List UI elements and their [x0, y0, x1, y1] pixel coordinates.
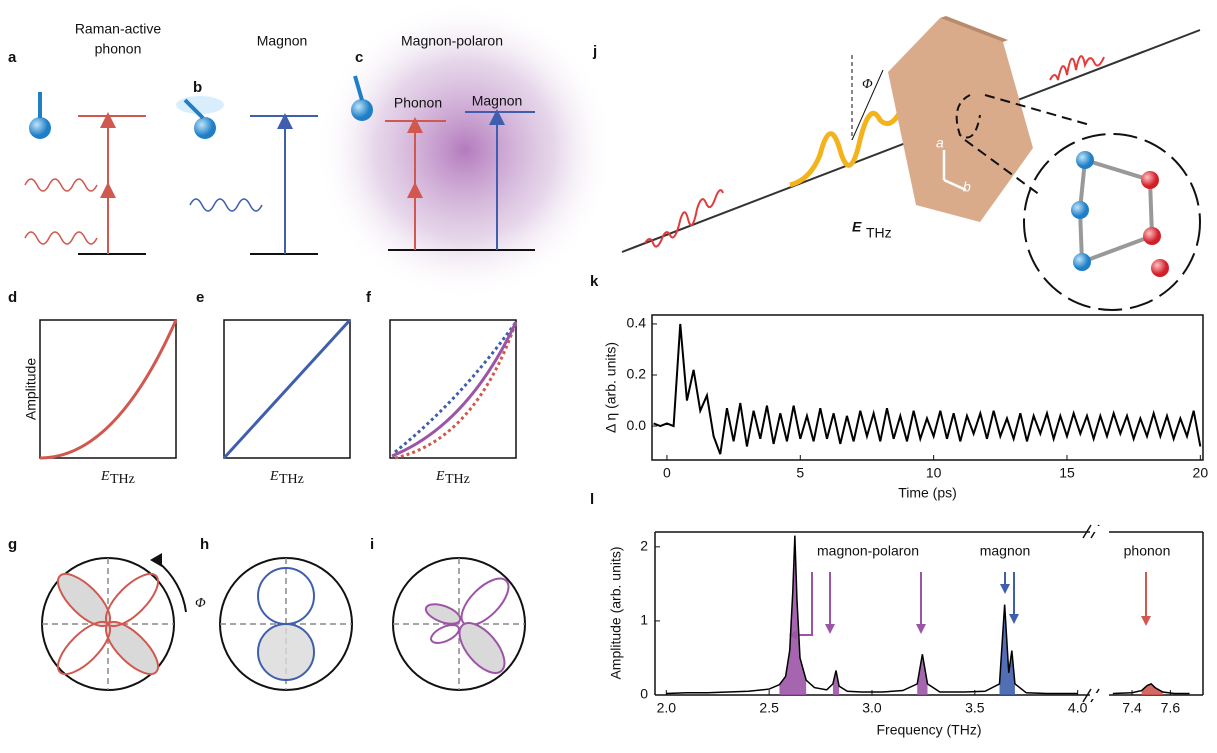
x-tick-label: 3.0: [862, 700, 882, 716]
x-axis-label: Time (ps): [898, 485, 957, 501]
panel-label: c: [355, 49, 363, 66]
y-tick-label: 0.0: [627, 417, 647, 433]
panel-label: b: [193, 79, 202, 96]
panel-title: Magnon: [257, 33, 308, 49]
y-tick-label: 2: [640, 538, 648, 554]
annotation: magnon-polaron: [817, 543, 919, 559]
panel-title: Magnon-polaron: [401, 33, 503, 49]
photon-wave: [189, 198, 263, 212]
zoom-region: [955, 94, 981, 139]
y-axis-label: Amplitude (arb. units): [608, 546, 624, 679]
peak-fill: [832, 670, 840, 695]
zoom-line: [984, 94, 1091, 126]
panel-j: j Φ E THz a b: [592, 16, 1201, 311]
polarization-line: [851, 69, 884, 141]
panel-title: Raman-active: [75, 21, 162, 37]
crystal-edge: [940, 16, 1008, 42]
y-tick-label: 1: [640, 612, 648, 628]
peak-fill: [779, 535, 807, 695]
field-label: E: [852, 219, 862, 235]
x-tick-label: 3.5: [965, 700, 985, 716]
curve: [391, 321, 518, 458]
peak-fill: [917, 654, 928, 695]
x-axis-label: E: [269, 469, 279, 484]
panel-label: d: [8, 289, 17, 306]
y-axis-label: Δ η (arb. units): [603, 342, 619, 433]
x-tick-label: 2.5: [759, 700, 779, 716]
precession: [176, 96, 224, 114]
x-axis-label: Frequency (THz): [876, 722, 981, 738]
polaron-glow: [315, 0, 615, 300]
panel-label: e: [196, 289, 204, 306]
lattice-atoms: [1071, 151, 1169, 277]
axis-label: a: [936, 135, 944, 151]
panel-label: g: [8, 536, 17, 553]
atom: [29, 117, 51, 139]
level-label: Magnon: [472, 93, 523, 109]
curve: [222, 318, 352, 460]
plot-frame: [389, 319, 517, 459]
x-tick-label: 4.0: [1068, 700, 1088, 716]
y-tick-label: 0: [640, 686, 648, 702]
annotation: magnon: [980, 543, 1031, 559]
panel-label: f: [366, 289, 372, 306]
y-tick-label: 0.2: [627, 366, 647, 382]
angle-arrowhead: [150, 553, 162, 567]
photon-wave: [24, 178, 98, 192]
panel-label: h: [200, 536, 209, 553]
x-tick-label: 7.6: [1161, 700, 1181, 716]
curve: [394, 321, 518, 454]
zoom-circle: [1023, 133, 1201, 311]
field-sub: THz: [866, 225, 892, 241]
y-axis-label: Amplitude: [23, 358, 39, 420]
spin: [183, 98, 205, 120]
angle-label: Φ: [862, 77, 873, 92]
panel-title: phonon: [95, 41, 142, 57]
lattice-bonds: [1078, 158, 1154, 264]
x-tick-label: 5: [796, 465, 804, 481]
x-axis-sub: THz: [279, 472, 304, 487]
x-tick-label: 2.0: [657, 700, 677, 716]
plot-frame: [223, 319, 351, 459]
x-tick-label: 15: [1059, 465, 1075, 481]
trace: [653, 323, 1202, 455]
spin: [353, 75, 364, 101]
x-axis-sub: THz: [445, 472, 470, 487]
x-axis-label: E: [435, 469, 445, 484]
spectrum: [666, 535, 1078, 695]
x-tick-label: 20: [1193, 465, 1209, 481]
annotation: phonon: [1124, 543, 1171, 559]
y-tick-label: 0.4: [627, 315, 647, 331]
level-label: Phonon: [394, 95, 442, 111]
panel-label: a: [8, 49, 17, 66]
panels-def: d Amplitude E THz e E THz f E THz: [8, 289, 518, 487]
panels-abc: a Raman-active phonon b Magnon c Magnon-…: [8, 0, 615, 300]
panels-ghi: g Φ h i: [8, 536, 526, 691]
panel-label: l: [590, 491, 594, 508]
curve: [39, 319, 178, 460]
plot-frame: [651, 314, 1204, 461]
probe-pulse: [644, 189, 724, 248]
x-axis-sub: THz: [110, 472, 135, 487]
x-tick-label: 7.4: [1122, 700, 1142, 716]
curve: [394, 321, 518, 460]
angle-label: Φ: [195, 596, 206, 611]
x-tick-label: 0: [663, 465, 671, 481]
spectrum: [1112, 683, 1190, 695]
atom: [351, 99, 373, 121]
panel-label: k: [590, 273, 599, 290]
crystal-axes: [942, 150, 967, 192]
output-pulse: [1049, 55, 1105, 81]
x-axis-label: E: [100, 469, 110, 484]
x-tick-label: 10: [926, 465, 942, 481]
photon-wave: [24, 231, 98, 245]
plot-frame: [39, 319, 177, 459]
crystal: [888, 18, 1033, 222]
panel-label: i: [370, 536, 374, 553]
atom: [194, 117, 216, 139]
panel-label: j: [592, 43, 597, 60]
axis-label: b: [963, 179, 971, 195]
